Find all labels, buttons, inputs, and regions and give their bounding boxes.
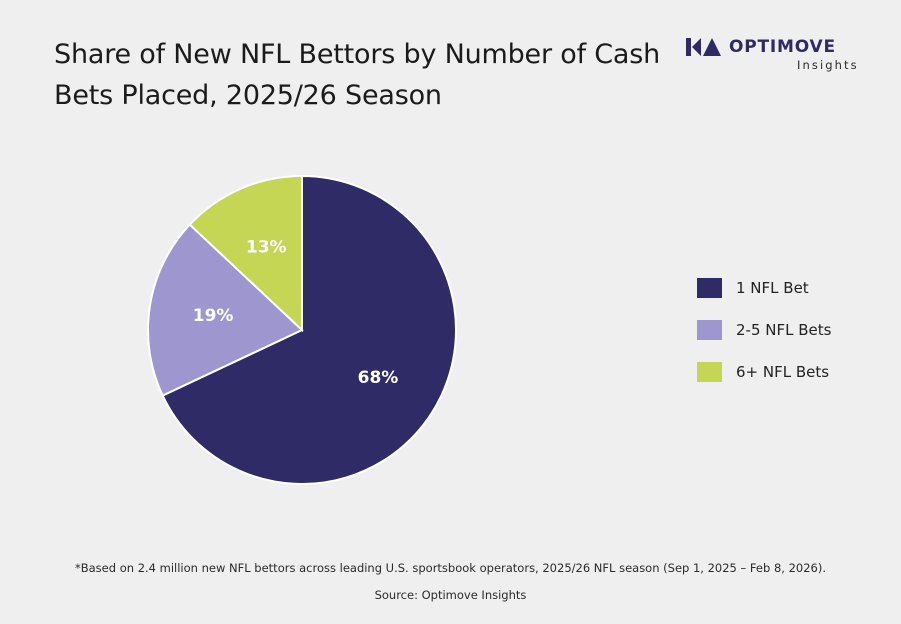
- legend-label: 2-5 NFL Bets: [736, 321, 832, 339]
- pie-chart: 68% 19% 13%: [147, 174, 457, 485]
- legend-label: 1 NFL Bet: [736, 279, 809, 297]
- pie-slice-3: [188, 174, 303, 333]
- legend-swatch: [697, 320, 722, 340]
- legend-swatch: [697, 278, 722, 298]
- footnote: *Based on 2.4 million new NFL bettors ac…: [75, 561, 826, 575]
- chart-title: Share of New NFL Bettors by Number of Ca…: [54, 39, 661, 111]
- brand-logo: OPTIMOVE Insights: [686, 36, 871, 78]
- legend-swatch: [697, 362, 722, 382]
- slice-label-2: 19%: [193, 306, 234, 326]
- brand-name: OPTIMOVE: [729, 37, 836, 57]
- chart-legend: 1 NFL Bet 2-5 NFL Bets 6+ NFL Bets: [697, 277, 877, 403]
- slice-label-3: 13%: [246, 237, 287, 257]
- slice-label-1: 68%: [358, 368, 399, 388]
- legend-item-1: 1 NFL Bet: [697, 277, 877, 299]
- legend-item-2: 2-5 NFL Bets: [697, 319, 877, 341]
- legend-item-3: 6+ NFL Bets: [697, 361, 877, 383]
- legend-label: 6+ NFL Bets: [736, 363, 830, 381]
- brand-subtitle: Insights: [797, 58, 859, 72]
- optimove-logo-mark-icon: [686, 38, 721, 56]
- source-note: Source: Optimove Insights: [374, 588, 527, 602]
- pie-slice-2: [147, 223, 304, 397]
- pie-slice-1: [161, 174, 457, 485]
